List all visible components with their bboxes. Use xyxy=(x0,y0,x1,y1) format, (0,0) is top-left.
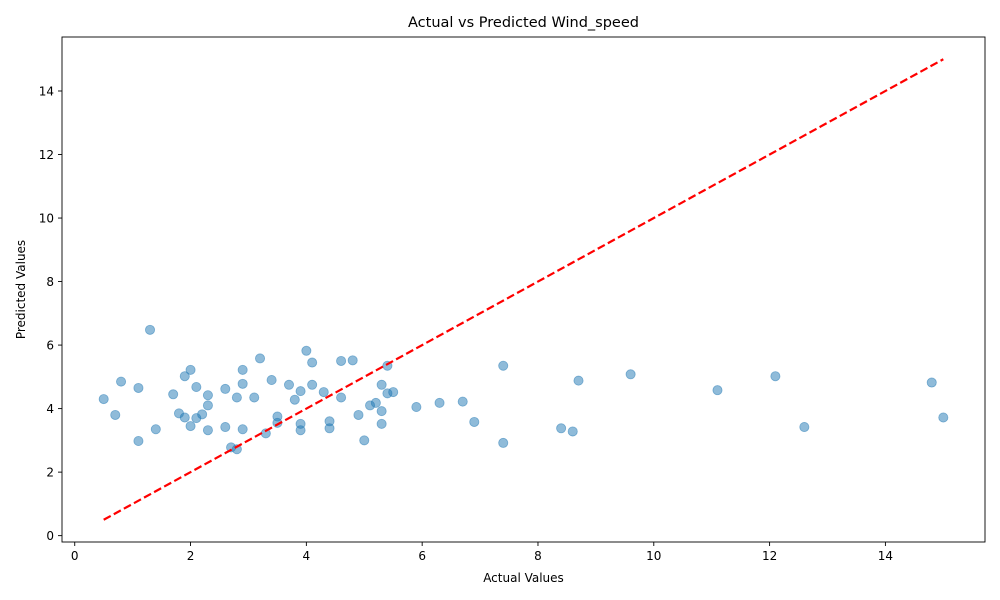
data-point xyxy=(556,423,567,434)
reference-line xyxy=(103,58,944,521)
data-point xyxy=(202,390,213,401)
data-point xyxy=(434,397,445,408)
y-tick-label: 14 xyxy=(39,84,54,98)
x-tick-label: 2 xyxy=(187,549,195,563)
data-point xyxy=(926,377,937,388)
y-axis-ticks: 0 2 4 6 8 10 12 14 xyxy=(39,84,62,543)
data-point xyxy=(376,379,387,390)
data-point xyxy=(150,424,161,435)
data-point xyxy=(255,353,266,364)
y-tick-label: 4 xyxy=(46,402,54,416)
x-tick-label: 8 xyxy=(534,549,542,563)
x-tick-label: 10 xyxy=(646,549,661,563)
data-point xyxy=(231,392,242,403)
data-point xyxy=(770,371,781,382)
data-point xyxy=(266,375,277,386)
data-point xyxy=(336,355,347,366)
data-point xyxy=(179,371,190,382)
y-axis-label: Predicted Values xyxy=(14,240,28,339)
data-point xyxy=(318,387,329,398)
x-tick-label: 12 xyxy=(762,549,777,563)
data-point xyxy=(295,425,306,436)
x-tick-label: 0 xyxy=(71,549,79,563)
data-point xyxy=(220,383,231,394)
x-tick-label: 14 xyxy=(878,549,893,563)
data-point xyxy=(98,394,109,405)
data-point xyxy=(197,409,208,420)
data-point xyxy=(336,392,347,403)
data-point xyxy=(168,389,179,400)
data-point xyxy=(116,376,127,387)
data-point xyxy=(567,426,578,437)
data-point xyxy=(498,437,509,448)
data-point xyxy=(498,360,509,371)
y-tick-label: 12 xyxy=(39,148,54,162)
data-point xyxy=(388,387,399,398)
data-point xyxy=(237,424,248,435)
data-point xyxy=(295,386,306,397)
y-tick-label: 8 xyxy=(46,275,54,289)
data-point xyxy=(359,435,370,446)
data-point xyxy=(457,396,468,407)
data-point xyxy=(237,378,248,389)
data-point xyxy=(469,416,480,427)
data-point xyxy=(179,412,190,423)
x-axis-label: Actual Values xyxy=(483,571,564,585)
data-point xyxy=(185,364,196,375)
data-point xyxy=(133,382,144,393)
data-point xyxy=(307,357,318,368)
data-point xyxy=(237,364,248,375)
data-point xyxy=(191,382,202,393)
data-point xyxy=(411,402,422,413)
data-point xyxy=(301,345,312,356)
data-point xyxy=(347,355,358,366)
data-point xyxy=(353,409,364,420)
data-point xyxy=(376,406,387,417)
chart-title: Actual vs Predicted Wind_speed xyxy=(408,15,639,31)
data-point xyxy=(202,425,213,436)
y-tick-label: 0 xyxy=(46,529,54,543)
data-point xyxy=(133,435,144,446)
y-tick-label: 10 xyxy=(39,211,54,225)
data-point xyxy=(220,422,231,433)
x-tick-label: 4 xyxy=(303,549,311,563)
y-tick-label: 2 xyxy=(46,465,54,479)
data-point xyxy=(370,397,381,408)
y-tick-label: 6 xyxy=(46,338,54,352)
x-axis-ticks: 0 2 4 6 8 10 12 14 xyxy=(71,542,893,563)
data-point xyxy=(938,412,949,423)
data-point xyxy=(202,400,213,411)
data-point xyxy=(289,394,300,405)
data-point xyxy=(307,379,318,390)
data-point xyxy=(145,324,156,335)
data-point xyxy=(712,385,723,396)
data-point xyxy=(110,409,121,420)
data-point xyxy=(376,418,387,429)
data-point xyxy=(573,375,584,386)
data-point xyxy=(249,392,260,403)
data-point xyxy=(324,423,335,434)
data-point xyxy=(283,379,294,390)
x-tick-label: 6 xyxy=(418,549,426,563)
plot-frame xyxy=(61,36,986,543)
data-point xyxy=(185,421,196,432)
data-point xyxy=(799,422,810,433)
data-point xyxy=(625,369,636,380)
